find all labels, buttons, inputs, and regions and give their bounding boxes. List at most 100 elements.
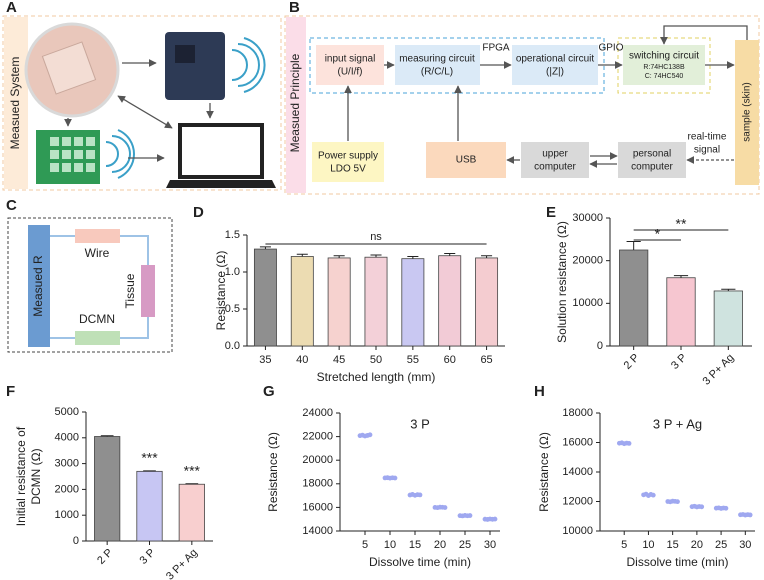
dcmn [75, 331, 120, 345]
bar [94, 436, 121, 542]
point [442, 505, 448, 510]
point [467, 513, 473, 518]
x-tick-label: 60 [444, 354, 456, 366]
x-tick-label: 40 [296, 354, 308, 366]
box-text: measuring circuit [399, 54, 475, 65]
box [735, 40, 759, 185]
x-tick-label: 30 [739, 539, 751, 551]
y-tick-label: 10000 [572, 297, 603, 309]
box-text: sample (skin) [742, 82, 753, 141]
x-tick-label: 10 [642, 539, 654, 551]
point [675, 499, 680, 505]
panel-label: F [6, 383, 15, 400]
panel-label: H [534, 383, 545, 400]
x-tick-label: 25 [715, 539, 727, 551]
panel-title: Measued System [8, 57, 22, 150]
chip [175, 45, 195, 63]
bar [178, 483, 205, 542]
bar [401, 258, 425, 347]
side-band [4, 17, 28, 189]
y-tick-label: 2000 [55, 483, 79, 495]
box-text: C: 74HC540 [645, 73, 684, 80]
y-tick-label: 24000 [302, 407, 333, 419]
y-tick-label: 4000 [55, 432, 79, 444]
bar [136, 470, 163, 542]
x-tick-label: 2 P [622, 352, 642, 372]
y-axis-title: Resistance (Ω) [537, 432, 551, 512]
error-bar [481, 255, 493, 258]
wire-text: Wire [85, 246, 110, 260]
x-tick-label: 50 [370, 354, 382, 366]
annotation: * [655, 226, 661, 242]
chart-title: 3 P + Ag [653, 416, 702, 431]
error-bar [444, 253, 456, 256]
link-label: signal [694, 145, 720, 156]
x-tick-label: 3 P+ Ag [164, 547, 200, 580]
y-axis-title: Solution resistance (Ω) [555, 221, 569, 343]
y-tick-label: 0 [73, 535, 79, 547]
box [426, 142, 506, 178]
box [618, 142, 686, 178]
panel-label: B [289, 0, 300, 16]
tissue-text: Tissue [123, 273, 137, 308]
bar [438, 255, 462, 347]
y-tick-label: 18000 [302, 478, 333, 490]
bar [713, 290, 743, 347]
y-axis-title: Resistance (Ω) [266, 432, 280, 512]
error-bar [185, 483, 199, 485]
y-tick-label: 1.5 [225, 229, 240, 241]
box [395, 45, 480, 85]
box [521, 142, 589, 178]
error-bar [259, 246, 271, 250]
x-tick-label: 25 [459, 539, 471, 551]
y-tick-label: 22000 [302, 431, 333, 443]
box-text: switching circuit [629, 51, 699, 62]
y-tick-label: 1000 [55, 509, 79, 521]
frame [7, 217, 173, 353]
chart-title: 3 P [410, 416, 430, 431]
box-text: (|Z|) [546, 67, 564, 78]
wireless [105, 129, 135, 179]
box-text: input signal [325, 54, 376, 65]
y-tick-label: 16000 [562, 436, 593, 448]
point [626, 440, 632, 446]
box-text: computer [631, 162, 673, 173]
x-tick-label: 35 [259, 354, 271, 366]
y-tick-label: 0.5 [225, 303, 240, 315]
annotation: ns [370, 231, 382, 243]
panel-label: A [6, 0, 17, 16]
bar [475, 257, 499, 347]
x-axis-title: Dissolve time (min) [369, 555, 471, 569]
y-tick-label: 14000 [562, 466, 593, 478]
arrow [117, 95, 173, 129]
bar [619, 249, 649, 347]
point [699, 504, 705, 510]
y-axis-title: Resistance (Ω) [214, 251, 228, 331]
box-text: upper [542, 149, 568, 160]
box-text: R:74HC138B [643, 64, 685, 71]
x-tick-label: 15 [409, 539, 421, 551]
box [316, 45, 384, 85]
bar [253, 248, 277, 347]
box-text: USB [456, 155, 477, 166]
x-tick-label: 55 [407, 354, 419, 366]
panel-label: C [6, 197, 17, 214]
error-bar [673, 275, 689, 278]
box-text: operational circuit [516, 54, 595, 65]
tissue [141, 265, 155, 317]
laptop-screen [178, 123, 264, 179]
link-label: GPIO [598, 43, 623, 54]
y-tick-label: 16000 [302, 501, 333, 513]
error-bar [143, 470, 156, 472]
x-tick-label: 5 [621, 539, 627, 551]
y-tick-label: 12000 [562, 495, 593, 507]
laptop-base [166, 180, 276, 188]
sensor [41, 41, 97, 95]
box [623, 45, 705, 85]
y-tick-label: 20000 [302, 454, 333, 466]
side-band [286, 17, 306, 193]
meter-text: Measued R [31, 255, 45, 317]
annotation: *** [141, 450, 158, 466]
box-text: (U/I/f) [338, 67, 363, 78]
